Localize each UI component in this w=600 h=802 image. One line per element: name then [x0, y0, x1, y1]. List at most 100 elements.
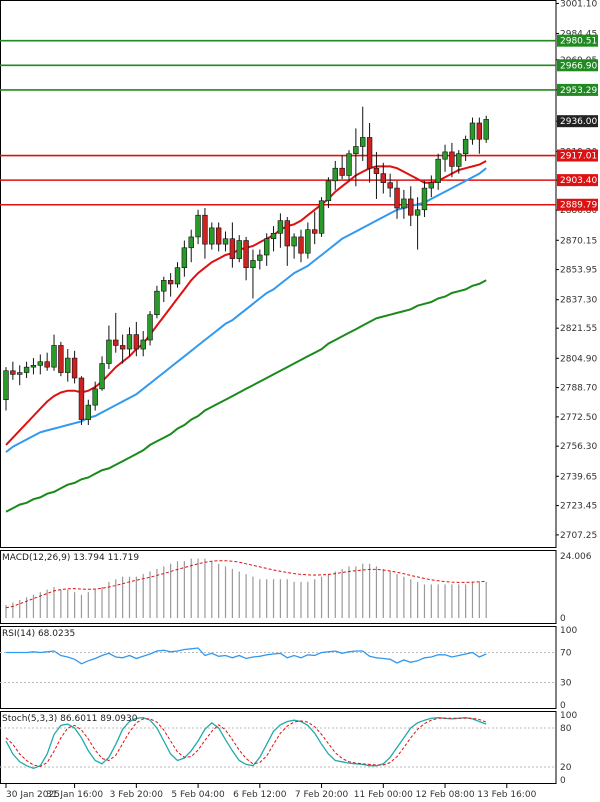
- candle-body: [387, 182, 393, 189]
- candle-body: [360, 137, 366, 147]
- candle-body: [284, 220, 290, 247]
- panel-frame: [0, 550, 557, 624]
- candle-body: [462, 138, 469, 155]
- candle-body: [442, 151, 448, 160]
- rsi-tick-label: 100: [560, 626, 577, 636]
- candle-body: [23, 366, 30, 373]
- x-tick-label: 30 Jan 2025: [6, 790, 60, 800]
- candle-body: [222, 238, 229, 245]
- x-tick-label: 3 Feb 20:00: [110, 790, 164, 800]
- candle-body: [305, 229, 311, 254]
- candle-body: [44, 361, 50, 368]
- x-tick-label: 31 Jan 16:00: [46, 790, 103, 800]
- price-panel: 3001.102984.452969.952953.292936.002919.…: [0, 0, 598, 548]
- x-tick-label: 6 Feb 12:00: [233, 790, 287, 800]
- panel-frame: [0, 626, 557, 709]
- y-tick-label: 2739.65: [560, 472, 597, 482]
- candle-body: [414, 209, 421, 216]
- y-tick-label: 2853.95: [560, 266, 597, 276]
- candle-body: [401, 198, 407, 209]
- candle-body: [133, 334, 140, 350]
- candle-body: [408, 198, 414, 216]
- level-label: 2903.40: [560, 176, 597, 186]
- candle-body: [257, 254, 263, 261]
- rsi-tick-label: 70: [560, 649, 572, 659]
- candle-body: [209, 227, 215, 245]
- candle-body: [270, 233, 277, 240]
- x-tick-label: 13 Feb 16:00: [477, 790, 536, 800]
- candle-body: [298, 236, 304, 254]
- level-badge: [557, 149, 598, 162]
- candle-body: [181, 247, 188, 268]
- panel-frame: [0, 711, 557, 784]
- candle-body: [332, 167, 338, 182]
- candle-body: [469, 122, 476, 140]
- panel-frame: [0, 0, 557, 548]
- rsi-panel: RSI(14) 68.0235 100 70 30 0: [0, 626, 577, 711]
- candle-body: [147, 314, 153, 341]
- candle-body: [3, 370, 9, 400]
- y-tick-label: 2821.55: [560, 324, 597, 334]
- candle-body: [17, 372, 23, 375]
- candle-body: [277, 220, 284, 234]
- y-tick-label: 3001.10: [560, 0, 597, 9]
- candle-body: [263, 238, 270, 256]
- x-tick-label: 12 Feb 08:00: [416, 790, 475, 800]
- candle-body: [195, 214, 201, 238]
- stoch-label: Stoch(5,3,3) 86.6011 89.0930: [2, 714, 138, 724]
- y-tick-label: 2886.80: [560, 206, 597, 216]
- y-tick-label: 2804.90: [560, 354, 597, 364]
- candle-body: [154, 290, 160, 315]
- y-tick-label: 2756.30: [560, 442, 597, 452]
- current-price-badge: [557, 115, 598, 128]
- macd-label: MACD(12,26,9) 13.794 11.719: [2, 553, 139, 563]
- ma-slow-line: [5, 279, 487, 513]
- stoch-tick-label: 0: [560, 776, 566, 786]
- macd-tick-label: 0: [560, 614, 566, 624]
- level-label: 2917.01: [560, 152, 597, 162]
- macd-signal-line: [5, 560, 487, 609]
- candle-body: [476, 122, 483, 140]
- candle-body: [291, 236, 297, 247]
- candle-body: [119, 345, 126, 350]
- stoch-panel: Stoch(5,3,3) 86.6011 89.0930 100 80 20 0: [0, 711, 577, 786]
- level-label: 2953.29: [560, 86, 597, 96]
- candle-body: [236, 240, 242, 259]
- candle-body: [373, 167, 380, 174]
- x-tick-label: 7 Feb 20:00: [295, 790, 349, 800]
- y-tick-label: 2707.25: [560, 531, 597, 541]
- candle-body: [174, 267, 181, 285]
- current-price-label: 2936.00: [560, 117, 597, 127]
- candle-body: [229, 238, 236, 259]
- stoch-tick-label: 80: [560, 724, 572, 734]
- x-tick-label: 5 Feb 04:00: [171, 790, 225, 800]
- candle-body: [10, 370, 16, 375]
- candle-body: [188, 236, 194, 249]
- candle-body: [99, 363, 105, 390]
- stoch-k-line: [5, 716, 487, 769]
- level-label: 2889.79: [560, 201, 597, 211]
- candle-body: [85, 404, 92, 420]
- candle-body: [449, 151, 455, 167]
- candle-body: [71, 357, 78, 379]
- candle-body: [380, 173, 386, 183]
- y-tick-label: 2984.45: [560, 30, 597, 40]
- level-badge: [557, 198, 598, 211]
- candle-body: [167, 280, 174, 285]
- candle-body: [339, 167, 345, 176]
- candle-body: [346, 153, 352, 176]
- candle-body: [243, 240, 249, 268]
- x-tick-label: 11 Feb 00:00: [354, 790, 413, 800]
- candle-body: [483, 119, 489, 140]
- level-badge: [557, 59, 598, 72]
- candle-body: [65, 357, 71, 373]
- candle-body: [51, 345, 57, 368]
- stoch-d-line: [5, 717, 487, 767]
- candle-body: [318, 200, 325, 234]
- candle-body: [78, 377, 85, 420]
- y-tick-label: 2723.45: [560, 502, 597, 512]
- rsi-tick-label: 0: [560, 701, 566, 711]
- candle-body: [140, 339, 146, 350]
- candle-body: [106, 339, 112, 364]
